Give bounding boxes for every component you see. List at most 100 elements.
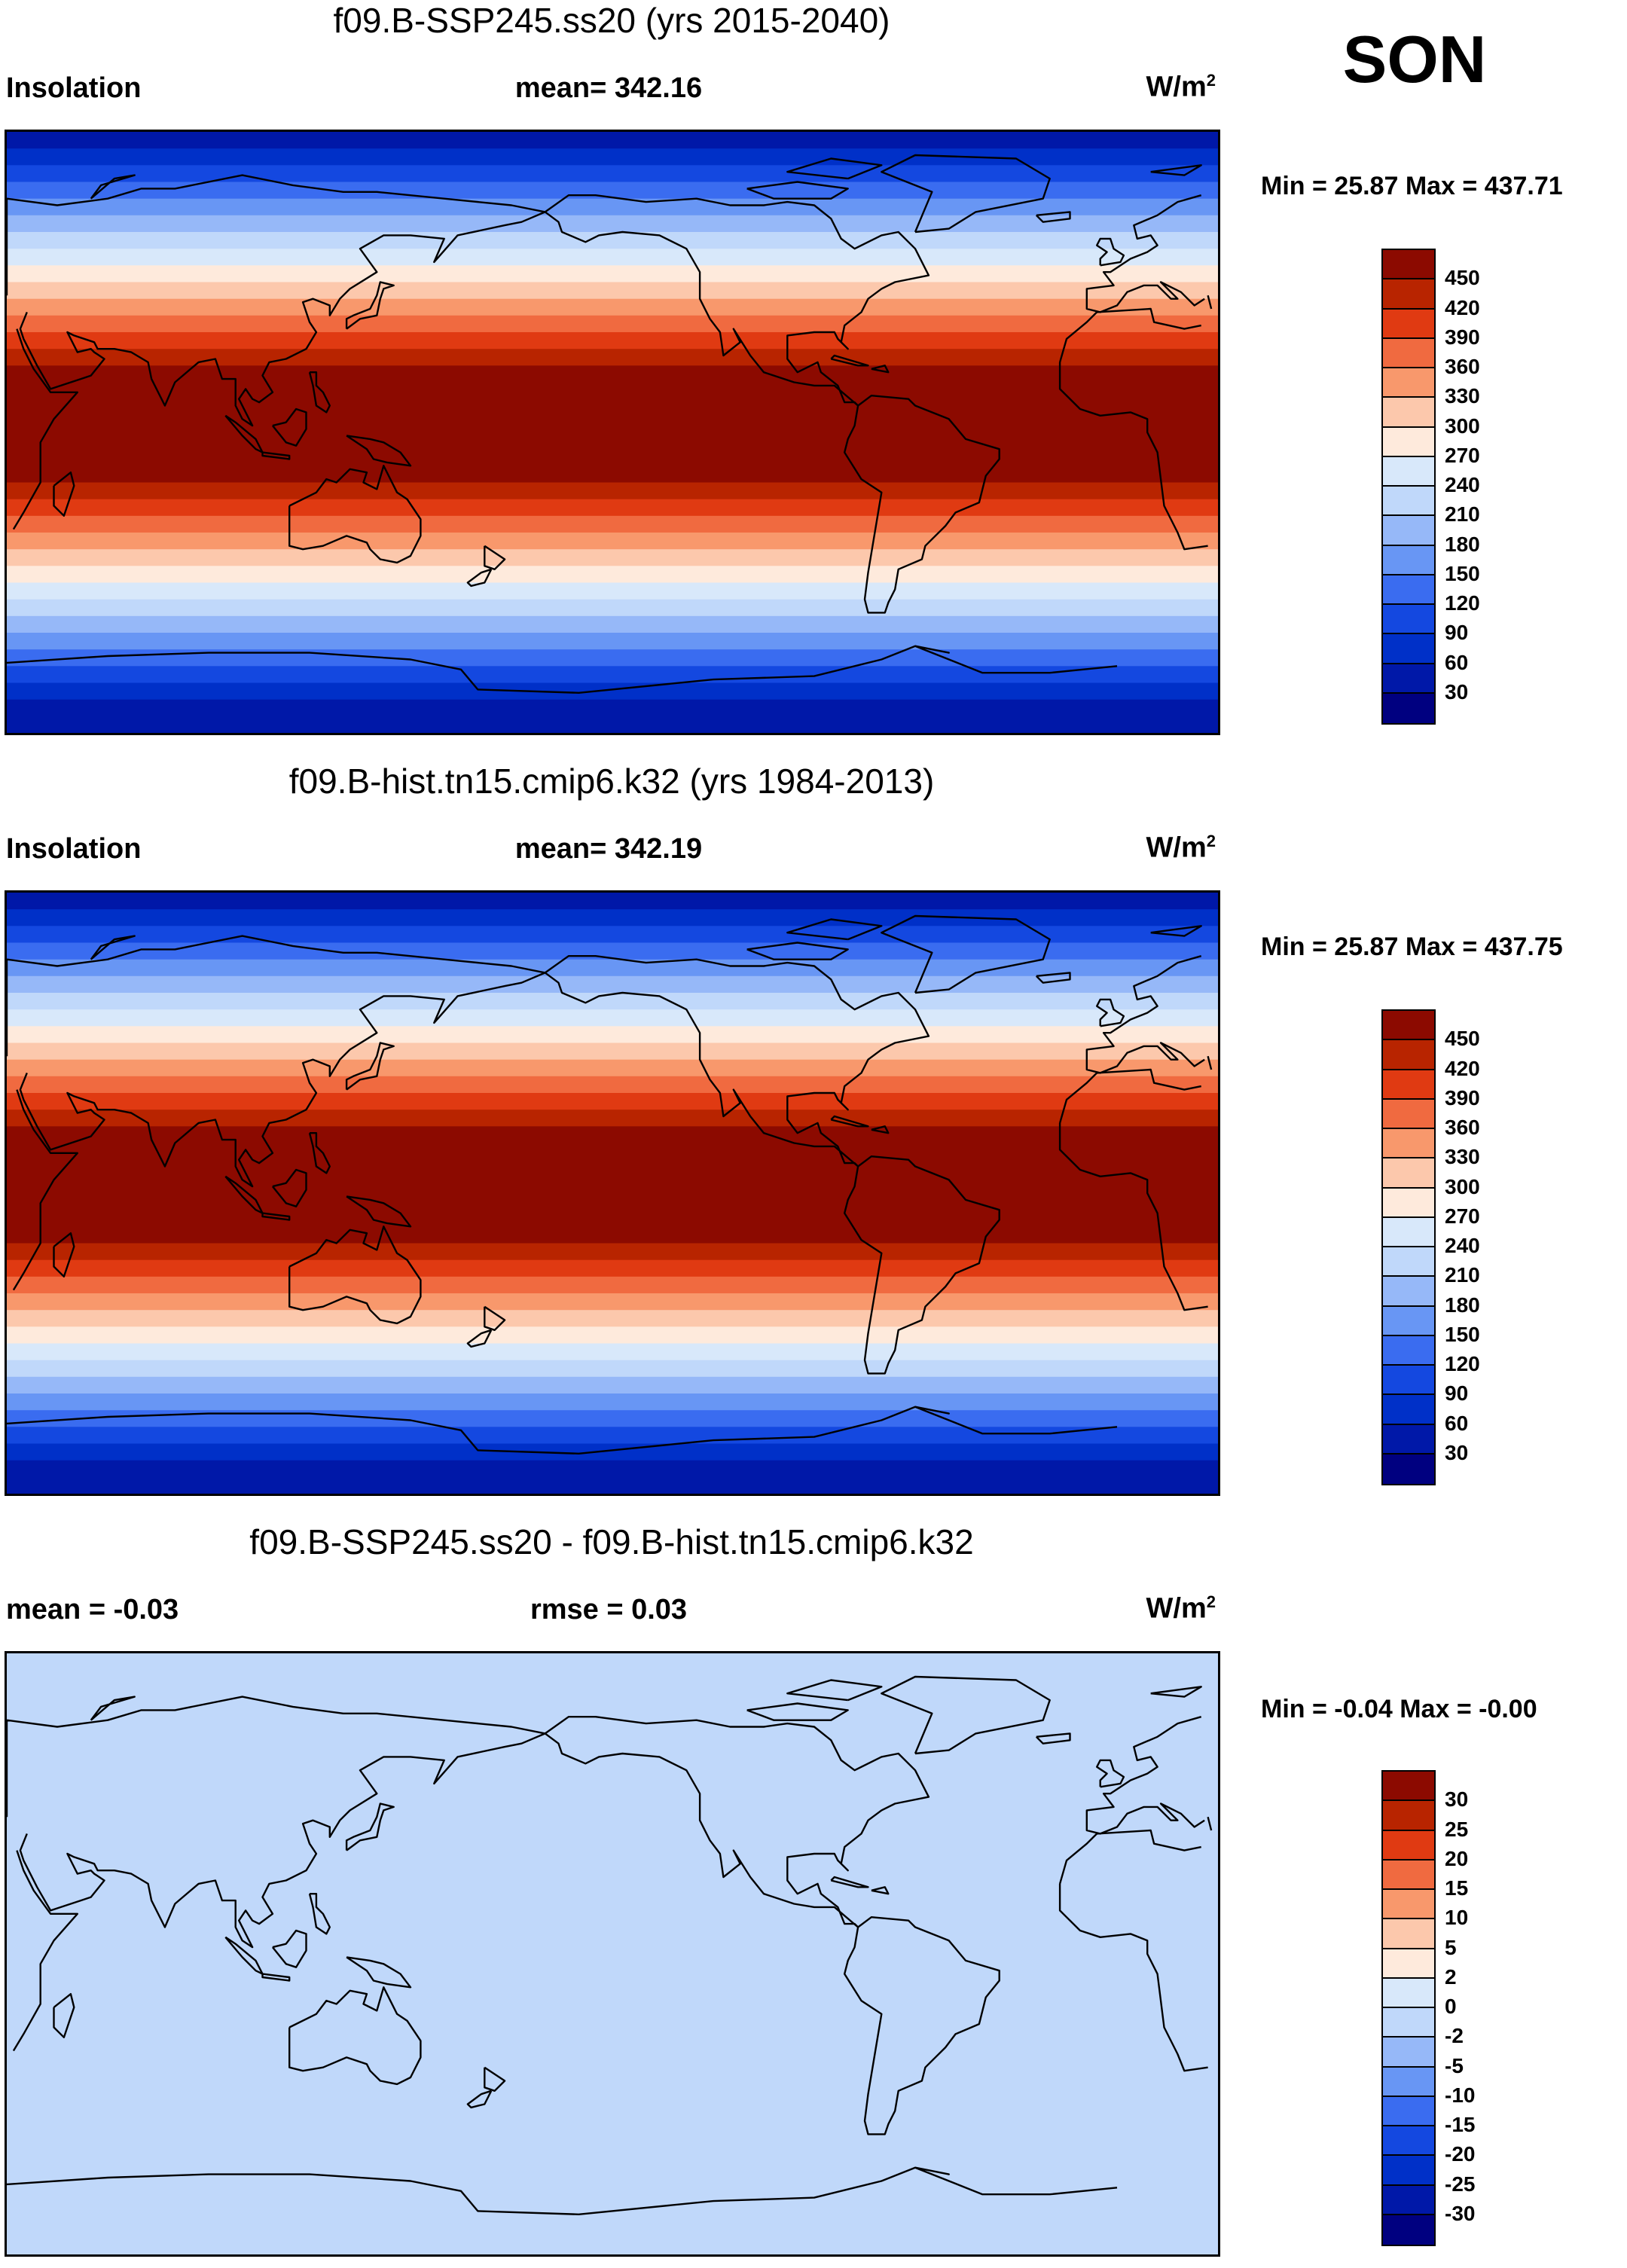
coastline [881, 154, 1051, 234]
colorbar-swatch [1383, 2008, 1434, 2038]
colorbar-swatch [1383, 575, 1434, 605]
colorbar-swatch [1383, 1424, 1434, 1455]
zonal-band [7, 1360, 1218, 1378]
zonal-band [7, 1293, 1218, 1311]
colorbar-tick-label: 360 [1445, 355, 1480, 378]
zonal-band [7, 282, 1218, 300]
zonal-band [7, 499, 1218, 517]
colorbar-tick-label: 20 [1445, 1846, 1469, 1870]
colorbar-tick-label: -10 [1445, 2083, 1476, 2107]
zonal-band [7, 315, 1218, 333]
coastline [1035, 972, 1071, 984]
zonal-band [7, 909, 1218, 926]
colorbar-swatch [1383, 1099, 1434, 1129]
zonal-band [7, 682, 1218, 701]
colorbar-swatch [1383, 1129, 1434, 1159]
colorbar-tick-label: 2 [1445, 1964, 1457, 1989]
panel3-title: f09.B-SSP245.ss20 - f09.B-hist.tn15.cmip… [249, 1522, 974, 1561]
colorbar-tick-label: 60 [1445, 1411, 1469, 1435]
coastline [1035, 211, 1071, 223]
colorbar-swatch [1383, 1830, 1434, 1860]
colorbar-swatch [1383, 605, 1434, 635]
zonal-band [7, 633, 1218, 650]
coastline [345, 1802, 395, 1851]
zonal-band [7, 382, 1218, 484]
colorbar-tick-label: 300 [1445, 414, 1480, 438]
coastline [1096, 998, 1125, 1027]
colorbar-swatch [1383, 1978, 1434, 2008]
colorbar-swatch [1383, 1772, 1434, 1802]
coastline [345, 281, 395, 330]
colorbar-tick-label: 420 [1445, 1056, 1480, 1080]
zonal-band [7, 1042, 1218, 1061]
colorbar-tick-label: 180 [1445, 1293, 1480, 1317]
coastline [7, 1406, 1118, 1455]
colorbar-tick-label: 15 [1445, 1876, 1469, 1900]
colorbar-tick-label: 390 [1445, 1085, 1480, 1110]
coastline [871, 365, 890, 374]
colorbar-swatch [1383, 1188, 1434, 1218]
colorbar-swatch [1383, 1919, 1434, 1949]
colorbar-tick-label: 120 [1445, 1352, 1480, 1375]
colorbar-tick-label: 150 [1445, 1322, 1480, 1346]
coastline [881, 914, 1051, 994]
colorbar-swatch [1383, 2038, 1434, 2068]
coastline [53, 1993, 75, 2038]
colorbar-swatch [1383, 634, 1434, 664]
zonal-band [7, 615, 1218, 633]
coastline [544, 1716, 930, 1928]
coastline [466, 2089, 493, 2109]
colorbar-swatch [1383, 664, 1434, 694]
panel1-mean-label: mean= 342.16 [514, 72, 703, 104]
panel2-colorbar [1381, 1009, 1436, 1485]
colorbar-swatch [1383, 1366, 1434, 1396]
zonal-band [7, 649, 1218, 667]
coastline [871, 1125, 890, 1134]
colorbar-swatch [1383, 1217, 1434, 1247]
coastline [1150, 164, 1202, 176]
colorbar-swatch [1383, 2067, 1434, 2097]
colorbar-swatch [1383, 338, 1434, 368]
coastline [881, 1675, 1051, 1755]
zonal-band [7, 265, 1218, 283]
coastline [261, 451, 291, 460]
colorbar-tick-label: 5 [1445, 1935, 1457, 1959]
zonal-band [7, 1126, 1218, 1144]
zonal-band [7, 1427, 1218, 1445]
colorbar-tick-label: 10 [1445, 1906, 1469, 1930]
colorbar-swatch [1383, 1395, 1434, 1425]
coastline [12, 1068, 1208, 1311]
colorbar-swatch [1383, 368, 1434, 398]
coastline [288, 1226, 422, 1325]
zonal-band [7, 599, 1218, 617]
zonal-band [7, 249, 1218, 266]
coastline [308, 1893, 331, 1935]
coastline [544, 194, 930, 407]
coastline [346, 1956, 412, 1989]
colorbar-tick-label: 390 [1445, 325, 1480, 349]
colorbar-swatch [1383, 2096, 1434, 2126]
colorbar-swatch [1383, 1454, 1434, 1484]
coastline [12, 307, 1208, 551]
colorbar-tick-label: -2 [1445, 2024, 1464, 2048]
colorbar-tick-label: 420 [1445, 295, 1480, 319]
zonal-band [7, 699, 1218, 733]
zonal-band [7, 1443, 1218, 1461]
colorbar-swatch [1383, 2156, 1434, 2186]
zonal-band [7, 1376, 1218, 1394]
colorbar-tick-label: 300 [1445, 1174, 1480, 1198]
zonal-band [7, 349, 1218, 366]
coastline [271, 1168, 307, 1207]
coastline [844, 1916, 1000, 2135]
coastline [1150, 1686, 1202, 1698]
zonal-band [7, 993, 1218, 1010]
colorbar-tick-label: 180 [1445, 532, 1480, 556]
colorbar-swatch [1383, 1070, 1434, 1100]
colorbar-swatch [1383, 1158, 1434, 1189]
colorbar-swatch [1383, 693, 1434, 723]
zonal-band [7, 198, 1218, 216]
coastline [224, 414, 264, 453]
coastline [308, 1132, 331, 1174]
coastline [844, 395, 1000, 614]
coastline [308, 371, 331, 414]
